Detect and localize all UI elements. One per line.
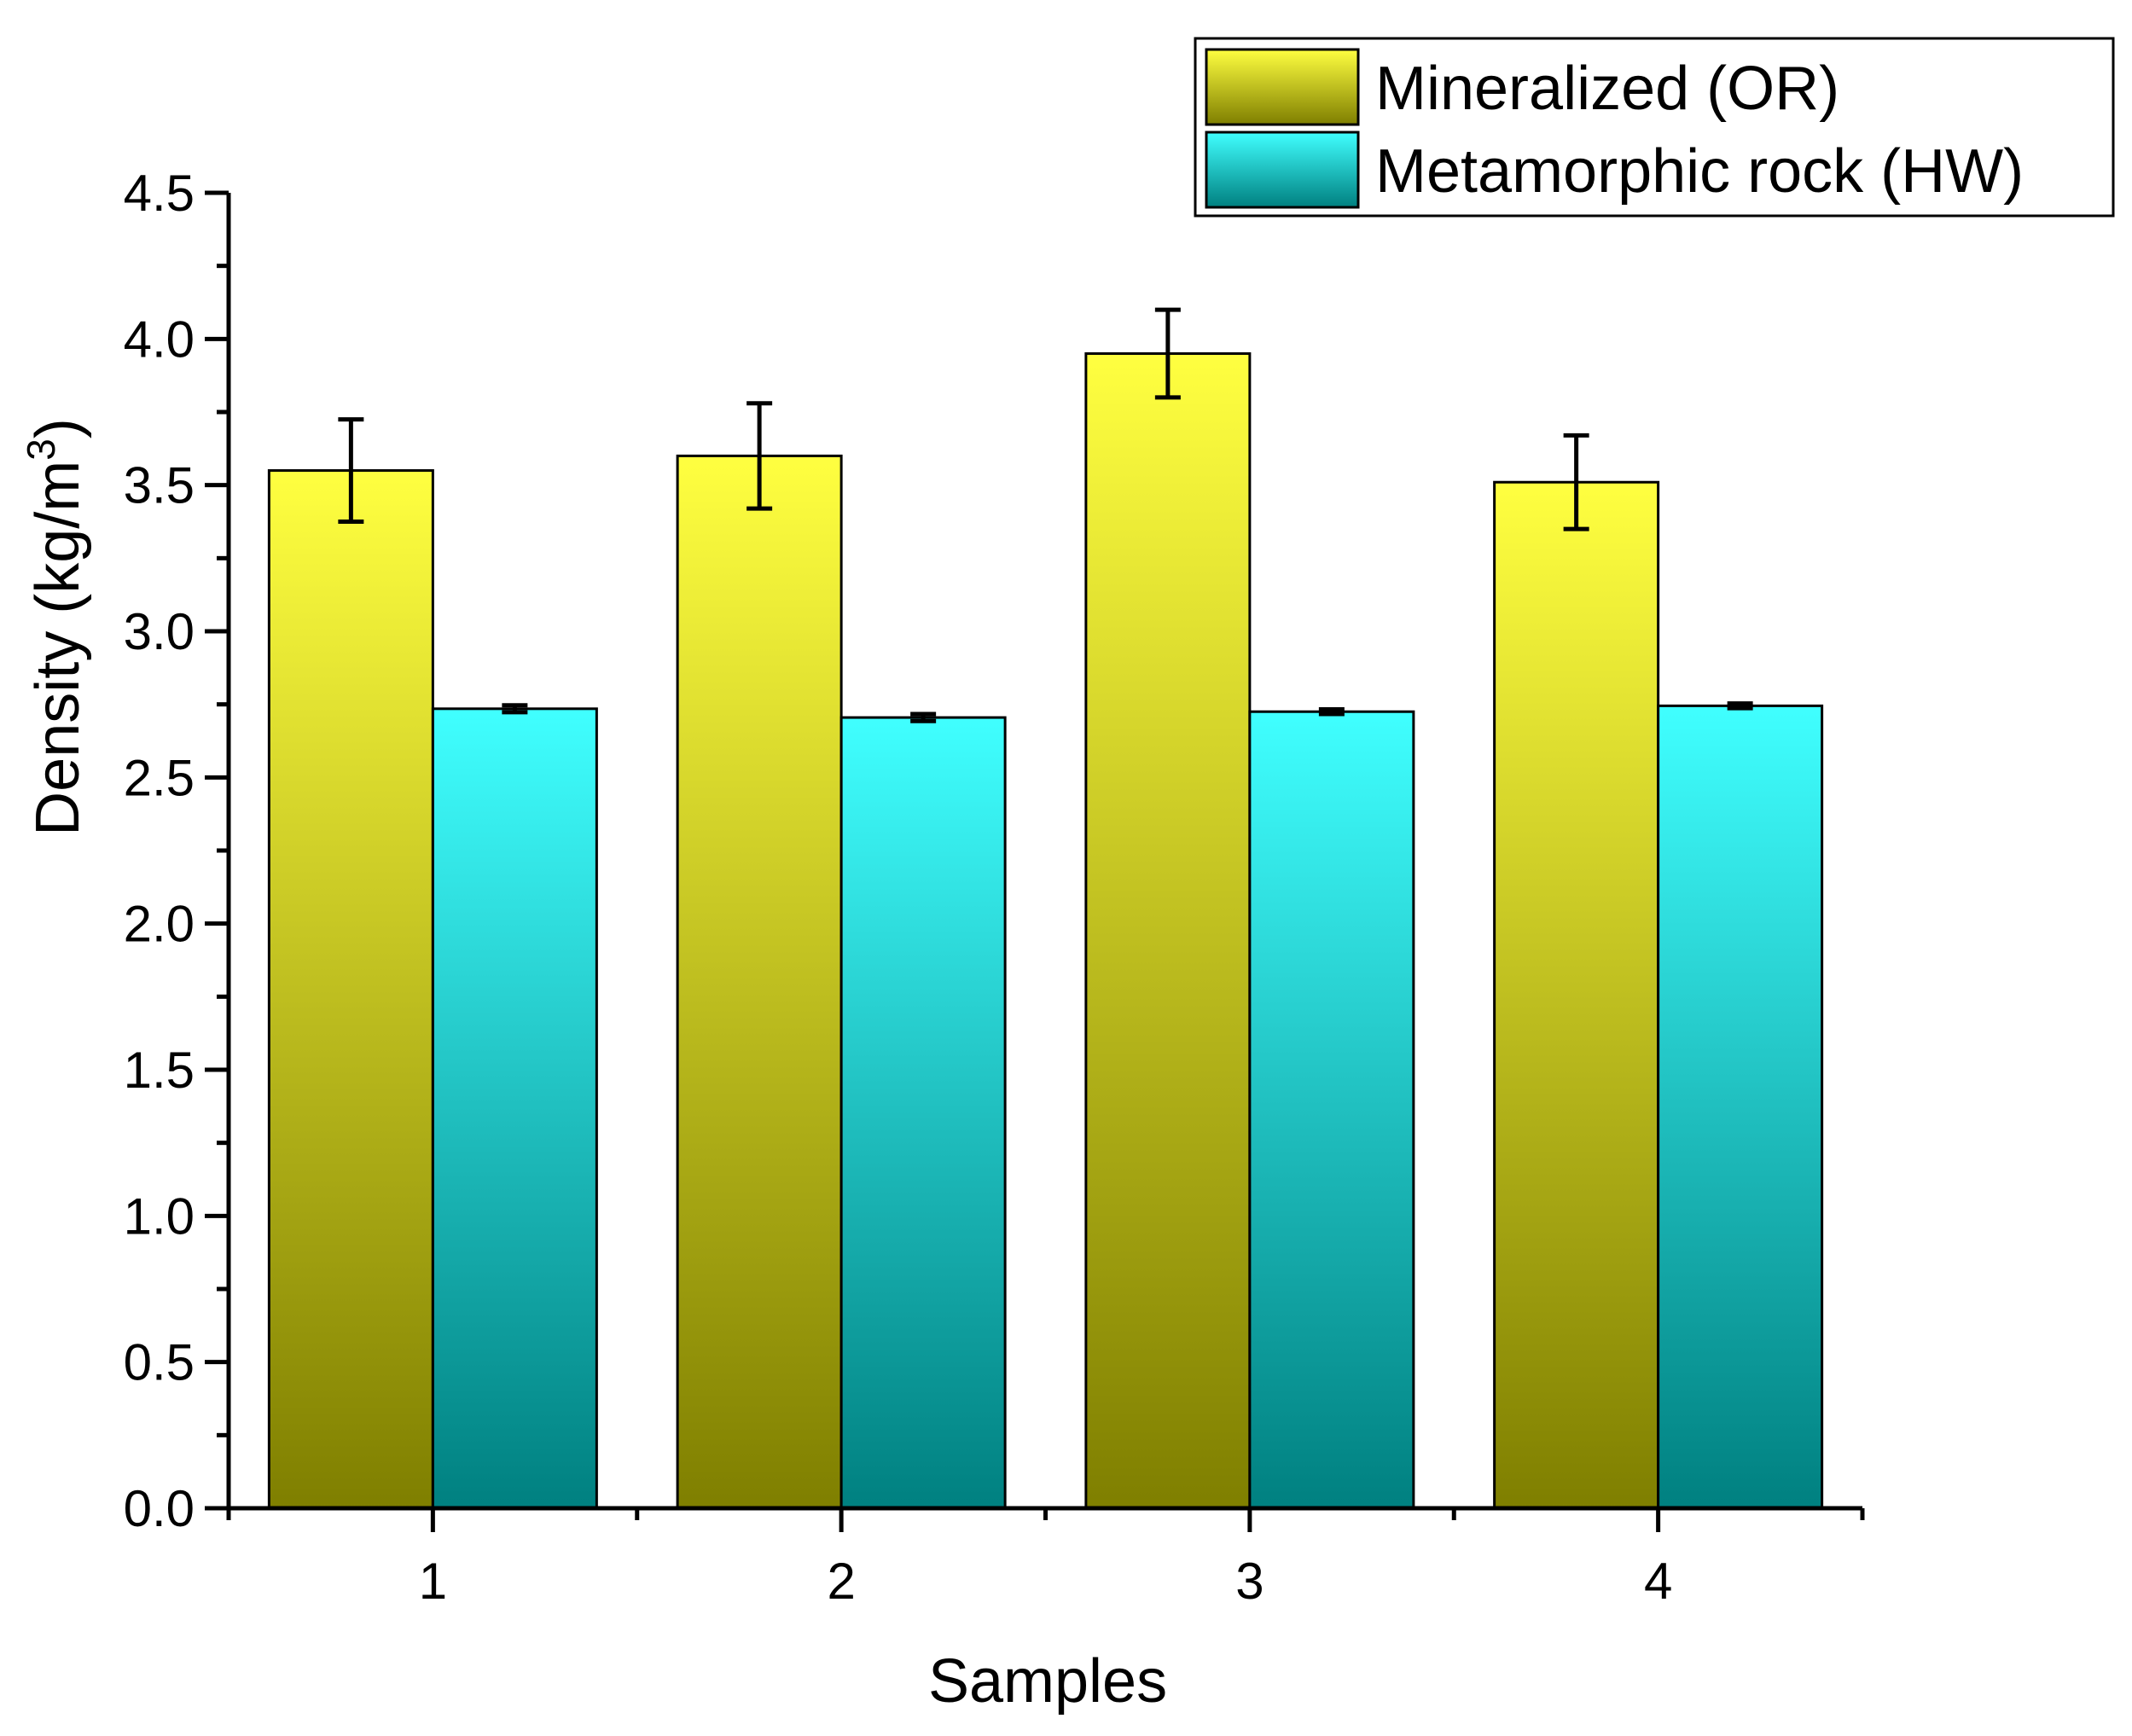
error-bar-series2-sample-3 (1318, 706, 1345, 717)
y-axis-title-sup: 3 (19, 438, 63, 461)
legend-label-metamorphic: Metamorphic rock (HW) (1375, 137, 2024, 206)
x-tick-label: 2 (827, 1553, 855, 1610)
x-axis-title: Samples (928, 1647, 1167, 1716)
y-tick-label: 0.0 (124, 1480, 195, 1537)
bar-series2-sample-2 (839, 716, 1007, 1510)
bar-series1-sample-2 (676, 454, 843, 1510)
y-tick-label: 0.5 (124, 1334, 195, 1391)
y-tick-label: 1.5 (124, 1042, 195, 1099)
y-axis-title: Density (kg/m3) (19, 418, 92, 836)
bar-series2-sample-1 (431, 707, 598, 1510)
y-tick-label: 1.0 (124, 1187, 195, 1245)
error-bar-series1-sample-4 (1563, 433, 1589, 531)
error-bar-series1-sample-2 (746, 401, 773, 511)
bars-layer (267, 351, 1824, 1510)
error-bar-series2-sample-2 (910, 711, 937, 723)
y-tick-label: 2.0 (124, 896, 195, 953)
error-bar-series1-sample-3 (1154, 307, 1181, 400)
axes-layer: 0.0 0.5 1.0 1.5 2.0 2.5 3.0 3.5 4.0 4.5 1 2 3 4 (124, 165, 1865, 1610)
bar-series1-sample-3 (1084, 351, 1252, 1510)
bar-series1-sample-1 (267, 469, 434, 1510)
legend-label-mineralized: Mineralized (OR) (1375, 55, 1839, 123)
y-axis-title-main: Density (kg/m (24, 461, 92, 836)
y-tick-label: 3.5 (124, 457, 195, 514)
error-bar-series2-sample-1 (502, 703, 528, 715)
bar-series2-sample-4 (1657, 704, 1824, 1510)
y-axis-title-close: ) (24, 418, 92, 438)
y-tick-label: 4.5 (124, 165, 195, 222)
x-tick-label: 1 (419, 1553, 447, 1610)
error-bar-series1-sample-1 (338, 417, 364, 524)
x-tick-label: 3 (1235, 1553, 1264, 1610)
bar-series2-sample-3 (1248, 710, 1415, 1510)
legend-swatch-mineralized (1205, 48, 1360, 126)
error-bar-series2-sample-4 (1727, 701, 1753, 711)
legend-swatch-metamorphic (1205, 131, 1360, 209)
legend: Mineralized (OR) Metamorphic rock (HW) (1194, 37, 2115, 218)
y-tick-label: 4.0 (124, 311, 195, 368)
y-tick-label: 2.5 (124, 749, 195, 806)
bar-series1-sample-4 (1493, 480, 1660, 1510)
error-bars-layer (338, 307, 1753, 723)
y-tick-label: 3.0 (124, 603, 195, 660)
x-tick-label: 4 (1644, 1553, 1672, 1610)
